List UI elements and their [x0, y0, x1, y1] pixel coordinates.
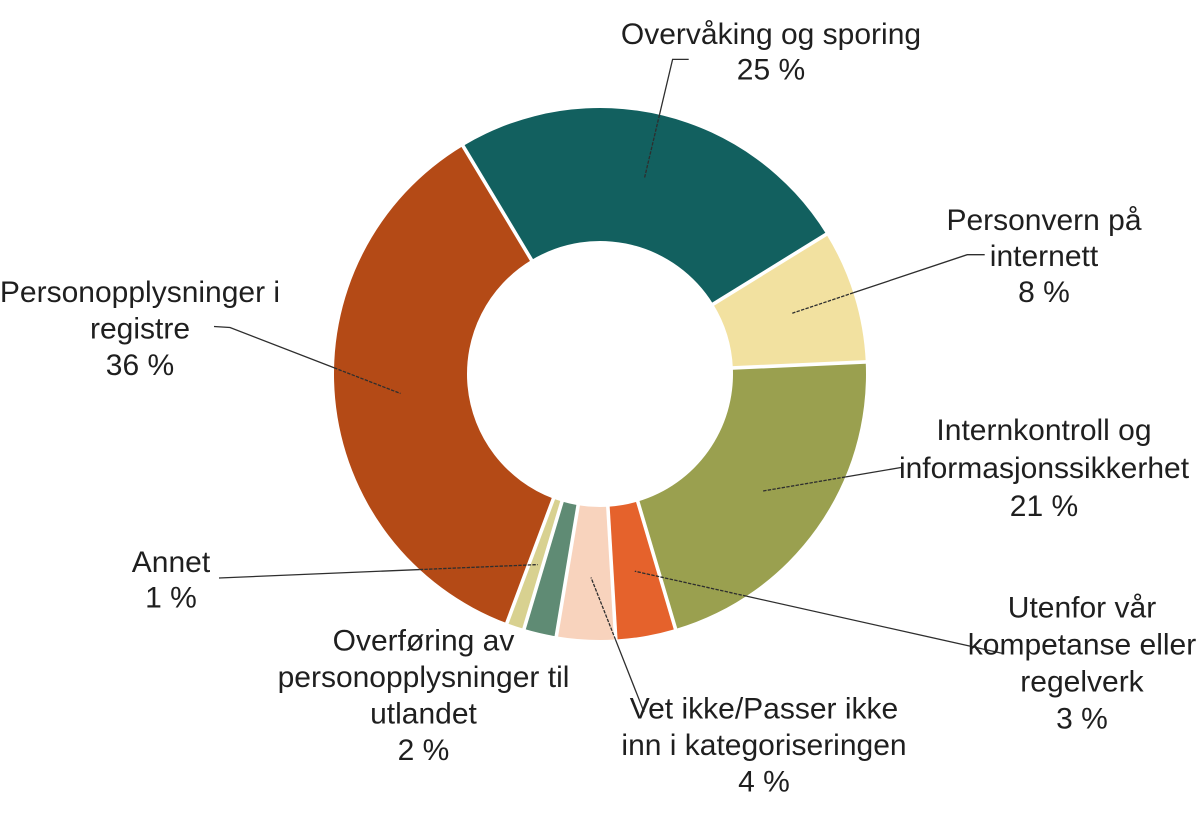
slice-label-annet-line2: 1 %: [145, 582, 197, 615]
slice-separator: [635, 498, 678, 632]
slice-separator: [554, 502, 581, 640]
label-connector-personopplysninger-i-registre: [213, 325, 335, 369]
slice-label-overforing-av-personopplysninger-til-utlandet-line4: 2 %: [398, 734, 450, 767]
pie-slice-overforing-av-personopplysninger-til-utlandet: [524, 501, 579, 637]
slice-label-personopplysninger-i-registre-line3: 36 %: [106, 349, 174, 382]
pie-slice-personvern-pa-internett: [713, 234, 866, 368]
label-connector-utenfor-var-kompetanse-eller-regelverk: [746, 595, 1004, 655]
label-connector-vet-ikke-passer-ikke: [614, 639, 645, 713]
slice-label-internkontroll-og-informasjonssikkerhet-line2: informasjonssikkerhet: [899, 452, 1190, 485]
pie-slice-internkontroll-og-informasjonssikkerhet: [637, 361, 867, 630]
slice-label-overvaking-og-sporing-line2: 25 %: [737, 54, 805, 87]
slice-label-vet-ikke-passer-ikke-line2: inn i kategoriseringen: [621, 729, 906, 762]
pie-slice-vet-ikke-passer-ikke: [556, 505, 616, 641]
slice-label-vet-ikke-passer-ikke-line3: 4 %: [738, 766, 790, 799]
slice-separator: [730, 360, 869, 370]
slice-label-personopplysninger-i-registre-line1: Personopplysninger i: [0, 276, 280, 309]
label-connector-annet-inner: [419, 563, 538, 571]
label-connector-personvern-pa-internett-inner: [792, 292, 854, 314]
label-connector-overvaking-og-sporing: [658, 58, 689, 115]
label-connector-vet-ikke-passer-ikke-inner: [590, 577, 617, 640]
label-connector-utenfor-var-kompetanse-eller-regelverk-inner: [634, 570, 747, 597]
slice-label-utenfor-var-kompetanse-eller-regelverk-line1: Utenfor vår: [1008, 592, 1156, 625]
slice-separator: [710, 231, 830, 307]
slice-label-annet-line1: Annet: [132, 546, 211, 579]
slice-label-vet-ikke-passer-ikke-line1: Vet ikke/Passer ikke: [630, 693, 898, 726]
slice-separator: [521, 498, 565, 632]
slice-label-personvern-pa-internett-line1: Personvern på: [946, 204, 1141, 237]
slice-label-overforing-av-personopplysninger-til-utlandet-line3: utlandet: [370, 698, 477, 731]
slice-label-personvern-pa-internett-line2: internett: [990, 240, 1099, 273]
slice-label-personopplysninger-i-registre-line2: registre: [90, 313, 190, 346]
label-connector-personvern-pa-internett: [853, 254, 985, 294]
slice-separator: [605, 504, 618, 643]
slice-separator: [460, 142, 535, 264]
pie-slice-personopplysninger-i-registre: [333, 145, 554, 624]
slice-separator: [504, 495, 556, 627]
pie-slice-overvaking-og-sporing: [462, 107, 827, 305]
slice-label-personvern-pa-internett-line3: 8 %: [1018, 276, 1070, 309]
label-connector-personopplysninger-i-registre-inner: [333, 367, 401, 395]
label-connector-overvaking-og-sporing-inner: [643, 114, 661, 179]
label-connector-annet: [218, 568, 420, 579]
slice-label-internkontroll-og-informasjonssikkerhet-line1: Internkontroll og: [936, 414, 1151, 447]
slice-label-overforing-av-personopplysninger-til-utlandet-line2: personopplysninger til: [278, 661, 570, 694]
slice-label-utenfor-var-kompetanse-eller-regelverk-line2: kompetanse eller: [968, 629, 1196, 662]
slice-label-internkontroll-og-informasjonssikkerhet-line3: 21 %: [1010, 490, 1078, 523]
pie-slice-utenfor-var-kompetanse-eller-regelverk: [607, 501, 676, 640]
pie-slice-annet: [506, 498, 563, 629]
label-connector-internkontroll-og-informasjonssikkerhet: [845, 466, 902, 478]
slice-label-utenfor-var-kompetanse-eller-regelverk-line3: regelverk: [1020, 666, 1144, 699]
slice-label-overforing-av-personopplysninger-til-utlandet-line1: Overføring av: [333, 625, 515, 658]
slice-label-utenfor-var-kompetanse-eller-regelverk-line4: 3 %: [1056, 703, 1108, 736]
slice-label-overvaking-og-sporing-line1: Overvåking og sporing: [621, 18, 921, 51]
